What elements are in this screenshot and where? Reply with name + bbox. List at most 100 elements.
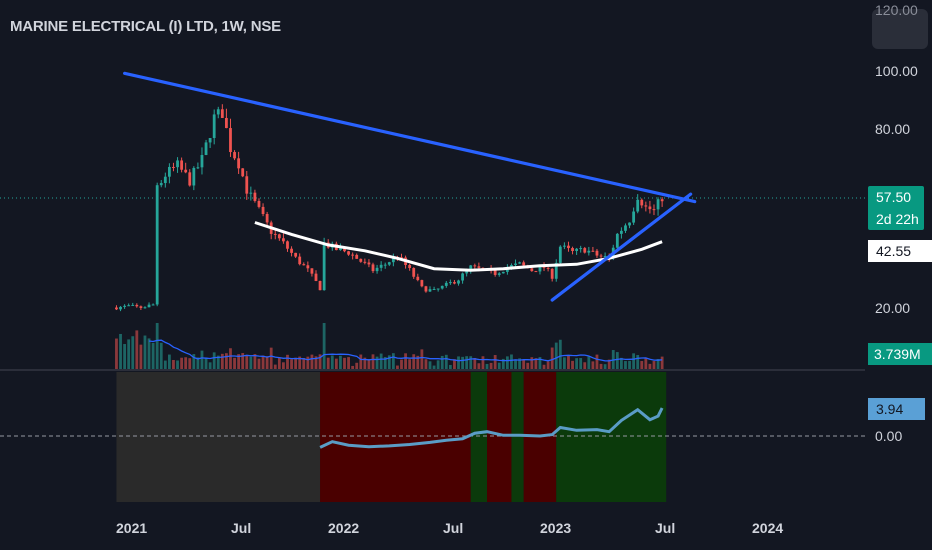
volume-bar-127 <box>632 353 636 369</box>
candle-body-40 <box>277 234 281 239</box>
candle-body-67 <box>387 262 391 265</box>
volume-bar-121 <box>607 359 611 369</box>
candle-body-25 <box>216 109 220 115</box>
candle-body-78 <box>432 289 436 291</box>
volume-bar-126 <box>628 360 631 369</box>
candle-body-112 <box>571 248 574 251</box>
candle-body-45 <box>298 256 302 265</box>
price-tick-partial: 120.00 <box>875 2 918 18</box>
candle-body-7 <box>143 307 147 309</box>
candle-body-104 <box>538 266 542 272</box>
volume-bar-32 <box>245 355 249 369</box>
volume-bar-47 <box>306 356 310 369</box>
candle-body-118 <box>595 250 599 256</box>
volume-bar-27 <box>225 353 228 369</box>
volume-bar-98 <box>514 359 517 369</box>
volume-bar-54 <box>334 358 338 369</box>
volume-bar-128 <box>636 355 640 369</box>
volume-bar-95 <box>501 358 505 369</box>
last-price-badge: 57.50 2d 22h <box>868 186 924 230</box>
trendline-0[interactable] <box>123 71 697 204</box>
volume-bar-130 <box>644 358 648 369</box>
candle-body-83 <box>453 282 456 284</box>
last-price-value: 57.50 <box>876 189 912 205</box>
volume-bar-106 <box>546 361 550 369</box>
volume-bar-93 <box>493 355 497 369</box>
volume-bar-100 <box>522 359 526 369</box>
volume-bar-10 <box>155 323 159 369</box>
candle-body-70 <box>400 257 403 259</box>
volume-bar-9 <box>151 342 155 369</box>
volume-bar-37 <box>265 356 269 369</box>
candle-body-128 <box>636 199 640 212</box>
volume-bar-108 <box>554 342 558 369</box>
volume-bar-76 <box>424 359 428 369</box>
volume-bar-70 <box>400 359 403 369</box>
candle-body-126 <box>628 222 631 226</box>
candle-body-28 <box>229 128 232 153</box>
volume-bar-17 <box>184 357 188 369</box>
candle-body-49 <box>314 273 318 281</box>
indicator-zone-1 <box>320 372 471 502</box>
time-label-2022: 2022 <box>328 520 360 536</box>
candle-body-37 <box>265 214 269 223</box>
volume-bar-68 <box>391 353 395 369</box>
volume-bar-86 <box>465 356 469 369</box>
volume-bar-110 <box>562 357 566 369</box>
candle-body-50 <box>318 280 322 291</box>
volume-bar-22 <box>204 357 208 369</box>
candle-body-84 <box>457 280 460 284</box>
indicator-zone-4 <box>511 372 524 502</box>
settings-button[interactable] <box>872 9 928 49</box>
volume-bar-103 <box>534 358 538 369</box>
candle-body-73 <box>412 268 416 277</box>
candle-body-102 <box>530 268 534 272</box>
volume-bar-28 <box>229 348 232 369</box>
trendline-1[interactable] <box>550 192 693 302</box>
candle-body-63 <box>371 264 375 272</box>
candle-body-34 <box>253 192 257 201</box>
volume-bar-131 <box>648 363 652 369</box>
time-label-jul-2023: Jul <box>655 520 676 536</box>
volume-bars <box>115 323 664 369</box>
volume-bar-35 <box>257 358 261 369</box>
candle-body-18 <box>188 172 192 186</box>
candle-body-89 <box>477 266 481 268</box>
volume-ma-line <box>148 339 663 362</box>
candle-body-27 <box>225 117 228 129</box>
candle-body-32 <box>245 176 249 194</box>
volume-bar-74 <box>416 355 420 369</box>
volume-bar-107 <box>550 347 554 369</box>
candle-body-23 <box>208 138 212 143</box>
volume-bar-73 <box>412 354 416 369</box>
candle-body-48 <box>310 268 314 274</box>
chart-title: MARINE ELECTRICAL (I) LTD, 1W, NSE <box>10 18 281 35</box>
volume-bar-90 <box>481 356 485 369</box>
candle-body-24 <box>212 114 216 139</box>
candle-body-21 <box>200 155 204 168</box>
volume-bar-63 <box>371 354 375 369</box>
volume-bar-102 <box>530 357 534 369</box>
volume-bar-58 <box>351 365 355 369</box>
volume-bar-18 <box>188 358 192 369</box>
volume-bar-45 <box>298 356 302 369</box>
candle-body-99 <box>518 262 521 264</box>
volume-bar-6 <box>139 344 143 369</box>
volume-bar-29 <box>233 357 236 369</box>
candle-body-9 <box>151 304 155 306</box>
candle-body-55 <box>339 248 342 251</box>
volume-bar-38 <box>269 347 273 369</box>
candle-body-103 <box>534 271 538 273</box>
candle-body-33 <box>249 192 253 194</box>
volume-bar-109 <box>558 339 562 369</box>
volume-bar-83 <box>453 359 456 369</box>
volume-bar-82 <box>448 364 452 369</box>
volume-bar-2 <box>123 344 127 369</box>
trendlines[interactable] <box>123 71 697 302</box>
volume-bar-87 <box>469 356 473 369</box>
candle-body-95 <box>501 271 505 274</box>
indicator-zone-6 <box>556 372 667 502</box>
volume-bar-48 <box>310 354 314 369</box>
volume-bar-55 <box>339 355 342 369</box>
